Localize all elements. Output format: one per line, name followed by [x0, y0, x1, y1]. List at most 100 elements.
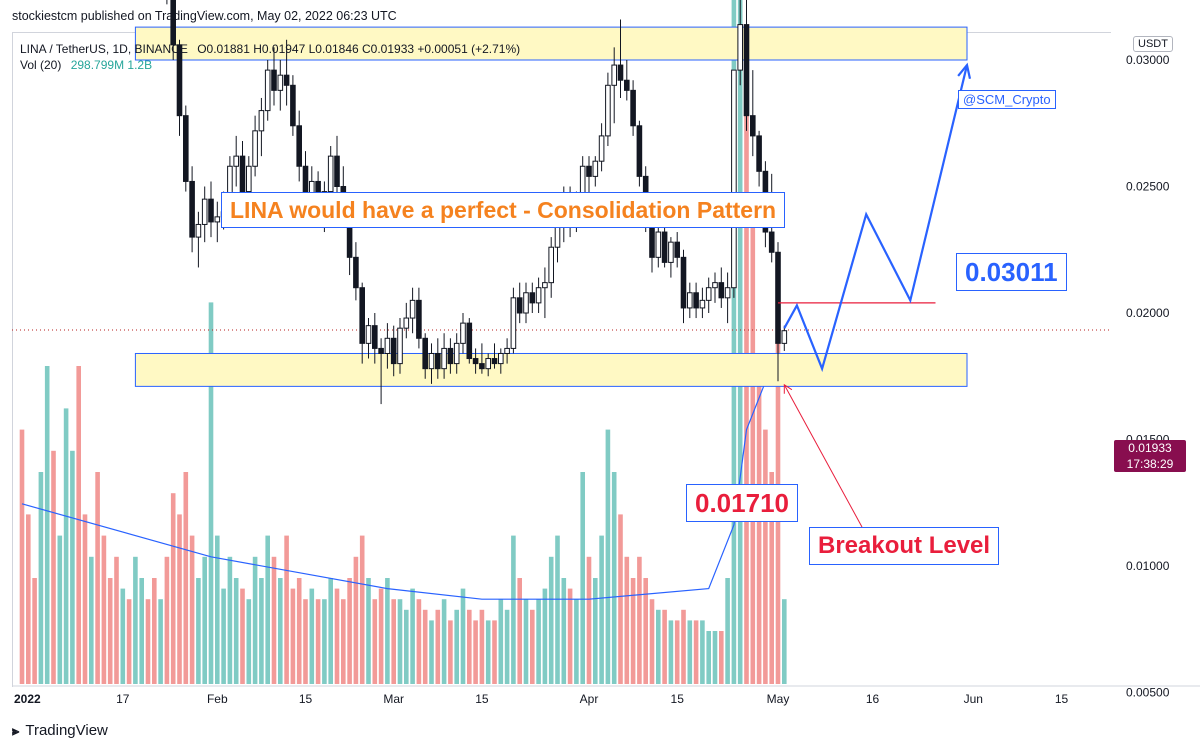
symbol-line[interactable]: LINA / TetherUS, 1D, BINANCE: [20, 42, 188, 56]
volume-bar: [693, 620, 699, 684]
candle-body: [422, 337, 428, 370]
candle-body: [353, 256, 359, 289]
candle-body: [409, 299, 416, 319]
candle-body: [290, 84, 296, 127]
volume-bar: [114, 556, 119, 684]
volume-bar: [416, 599, 422, 684]
x-tick-label: 15: [299, 692, 313, 706]
candle-body: [334, 155, 340, 187]
volume-bar: [101, 535, 107, 684]
volume-bar: [44, 366, 50, 684]
volume-bar: [120, 588, 126, 684]
volume-bar: [57, 535, 63, 684]
y-tick-label: 0.03000: [1126, 53, 1170, 67]
volume-bar: [517, 578, 522, 684]
volume-bar: [782, 599, 787, 684]
volume-bar: [630, 578, 636, 684]
candle-body: [535, 287, 542, 304]
brand-name[interactable]: TradingView: [25, 722, 108, 739]
volume-bar: [750, 217, 756, 684]
volume-bar: [246, 599, 252, 684]
volume-bar: [202, 556, 207, 684]
y-tick-label: 0.01000: [1126, 559, 1170, 573]
candle-body: [189, 180, 195, 238]
candle-body: [460, 322, 466, 344]
legend: LINA / TetherUS, 1D, BINANCE O0.01881 H0…: [20, 40, 520, 58]
candle-body: [485, 358, 491, 370]
volume-bar: [164, 556, 170, 684]
candle-body: [598, 135, 605, 162]
x-tick-label: May: [767, 692, 790, 706]
volume-bar: [668, 620, 674, 684]
volume-bar: [763, 429, 768, 684]
volume-bar: [769, 472, 774, 684]
volume-label[interactable]: Vol (20): [20, 58, 62, 72]
candle-body: [183, 115, 189, 182]
volume-bar: [498, 599, 504, 684]
current-price: 0.01933: [1128, 441, 1172, 455]
volume-bar: [183, 472, 189, 684]
x-tick-label: 15: [1055, 692, 1069, 706]
candle-body: [542, 282, 548, 289]
candle-body: [661, 231, 668, 263]
tradingview-logo-icon[interactable]: ⫸: [12, 722, 20, 738]
volume-legend: Vol (20) 298.799M 1.2B: [20, 58, 152, 72]
volume-bar: [574, 599, 579, 684]
volume-bar: [278, 578, 283, 684]
volume-bar: [700, 620, 705, 684]
volume-bar: [189, 535, 195, 684]
x-tick-label: Jun: [964, 692, 983, 706]
candle-body: [327, 155, 334, 193]
volume-bar: [126, 599, 132, 684]
candle-body: [359, 287, 365, 344]
volume-bar: [725, 578, 730, 684]
candle-body: [516, 297, 523, 314]
volume-bar: [404, 609, 409, 684]
volume-bar: [296, 578, 302, 684]
volume-bar: [637, 556, 642, 684]
volume-bar: [38, 472, 44, 684]
candle-body: [705, 287, 712, 301]
volume-bar: [95, 472, 100, 684]
volume-bar: [656, 609, 661, 684]
volume-bar: [259, 578, 264, 684]
volume-bar: [460, 588, 466, 684]
volume-bar: [567, 588, 573, 684]
volume-bar: [611, 472, 617, 684]
volume-bar: [586, 556, 592, 684]
volume-bar: [89, 556, 94, 684]
x-tick-label: 17: [116, 692, 130, 706]
candle-body: [372, 325, 378, 349]
candle-body: [258, 110, 265, 132]
candle-body: [611, 64, 618, 86]
volume-bar: [359, 535, 365, 684]
candle-body: [668, 241, 674, 263]
candle-body: [523, 292, 529, 314]
candle-body: [699, 299, 706, 309]
currency-label[interactable]: USDT: [1133, 36, 1173, 52]
projection-path: [783, 64, 969, 373]
volume-bar: [353, 556, 359, 684]
volume-bar: [605, 429, 611, 684]
volume-bar: [744, 90, 749, 684]
candle-body: [548, 246, 555, 284]
ohlc-values: O0.01881 H0.01947 L0.01846 C0.01933 +0.0…: [197, 42, 521, 56]
candle-body: [384, 337, 391, 354]
support-price-label: 0.01710: [686, 484, 798, 522]
volume-bar: [372, 599, 378, 684]
volume-bar: [152, 578, 157, 684]
candle-body: [586, 165, 592, 177]
volume-bar: [536, 599, 541, 684]
candle-body: [617, 64, 624, 81]
x-tick-label: Mar: [383, 692, 404, 706]
candle-body: [403, 317, 410, 329]
volume-bar: [492, 620, 497, 684]
volume-bar: [674, 620, 680, 684]
volume-bar: [504, 609, 510, 684]
volume-bar: [391, 599, 396, 684]
candle-body: [176, 44, 183, 117]
volume-bar: [454, 609, 459, 684]
volume-bar: [240, 588, 245, 684]
volume-bar: [82, 514, 88, 684]
